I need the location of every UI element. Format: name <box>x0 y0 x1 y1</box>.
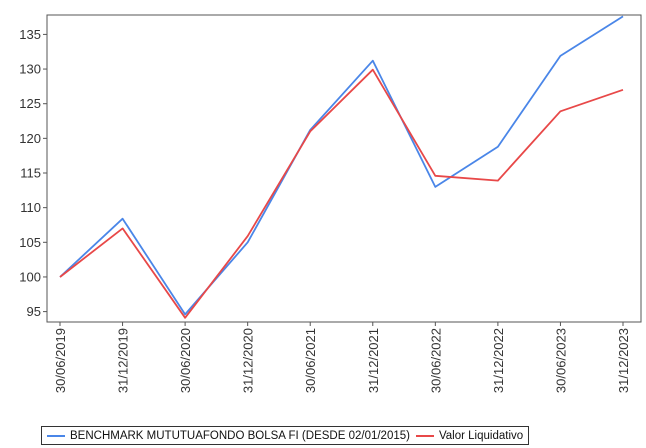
x-tick-label: 31/12/2023 <box>616 328 631 393</box>
legend-label-benchmark: BENCHMARK MUTUTUAFONDO BOLSA FI (DESDE 0… <box>70 429 410 442</box>
legend-item-benchmark: BENCHMARK MUTUTUAFONDO BOLSA FI (DESDE 0… <box>47 430 410 442</box>
legend: BENCHMARK MUTUTUAFONDO BOLSA FI (DESDE 0… <box>41 426 530 445</box>
y-tick-label: 120 <box>19 131 41 146</box>
x-tick-label: 30/06/2023 <box>553 328 568 393</box>
x-tick-label: 30/06/2019 <box>53 328 68 393</box>
y-tick-label: 125 <box>19 96 41 111</box>
x-tick-label: 30/06/2021 <box>303 328 318 393</box>
legend-item-valor-liquidativo: Valor Liquidativo <box>415 429 524 442</box>
plot-area-frame <box>46 14 642 323</box>
x-tick-label: 31/12/2022 <box>491 328 506 393</box>
x-tick-label: 30/06/2022 <box>428 328 443 393</box>
y-tick-label: 110 <box>20 200 41 215</box>
x-tick-label: 31/12/2020 <box>241 328 256 393</box>
y-tick-label: 95 <box>27 304 41 319</box>
legend-swatch-valor-liquidativo <box>415 434 434 437</box>
y-tick-label: 105 <box>19 235 41 250</box>
series-lines <box>59 15 624 319</box>
y-tick-label: 100 <box>19 269 41 284</box>
legend-label-valor-liquidativo: Valor Liquidativo <box>438 429 524 442</box>
y-tick-label: 115 <box>20 166 41 181</box>
legend-swatch-benchmark <box>47 434 65 437</box>
y-tick-label: 135 <box>19 27 41 42</box>
x-tick-label: 31/12/2019 <box>116 328 131 393</box>
x-tick-label: 30/06/2020 <box>178 328 193 393</box>
x-axis: 30/06/2019 31/12/2019 30/06/2020 31/12/2020… <box>53 322 631 393</box>
x-tick-label: 31/12/2021 <box>366 328 381 393</box>
y-tick-label: 130 <box>19 62 41 77</box>
series-line-benchmark <box>59 15 624 316</box>
y-axis: 95 100 105 110 115 120 125 130 135 <box>19 27 47 319</box>
series-line-valor-liquidativo <box>59 68 624 319</box>
